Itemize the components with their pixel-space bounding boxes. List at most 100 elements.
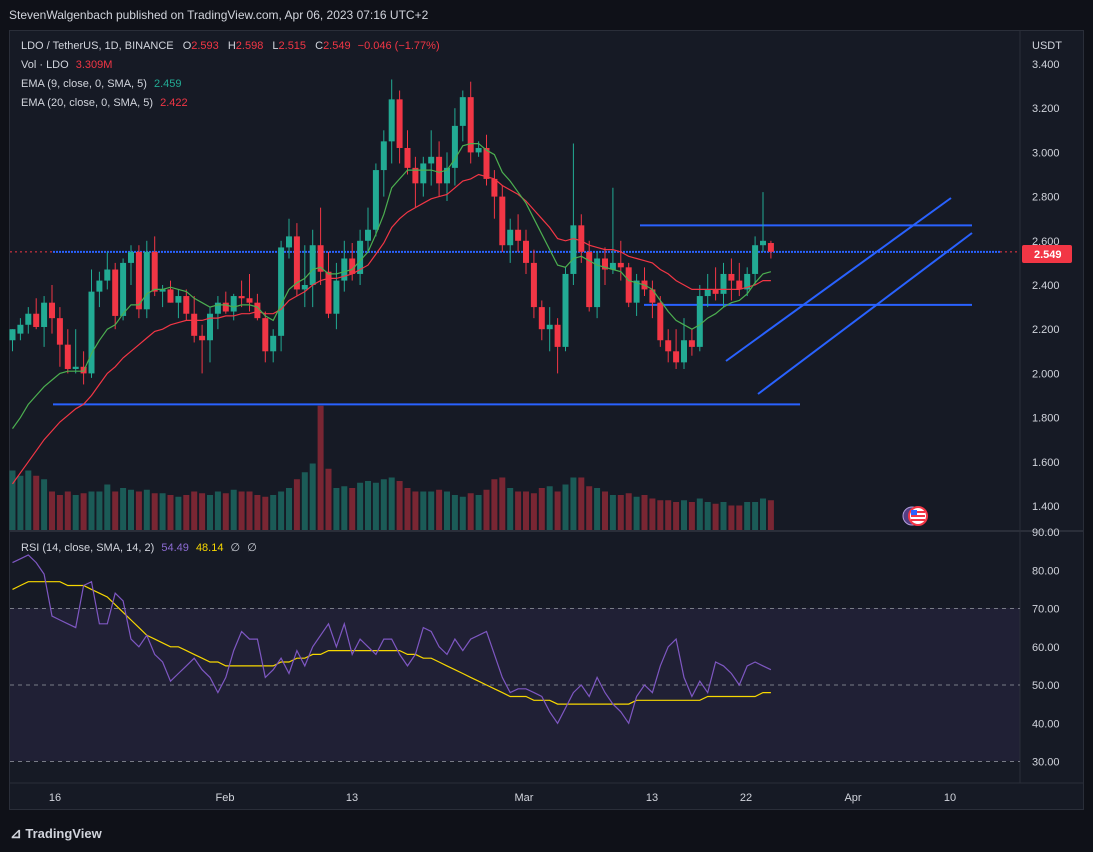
rsi-empty-2: ∅ <box>247 542 257 554</box>
currency-flag-icon[interactable] <box>902 506 928 526</box>
symbol-label[interactable]: LDO / TetherUS, 1D, BINANCE <box>21 40 174 52</box>
candle-body <box>459 97 466 126</box>
volume-bar <box>365 481 371 530</box>
price-tick-label: 2.400 <box>1032 280 1060 292</box>
volume-bar <box>507 488 514 530</box>
candle-body <box>25 313 32 325</box>
candle-body <box>128 251 134 263</box>
legend-row-rsi[interactable]: RSI (14, close, SMA, 14, 2) 54.49 48.14 … <box>21 541 257 554</box>
candle-body <box>412 167 419 184</box>
volume-bar <box>594 488 601 530</box>
tradingview-logo-icon: ⊿ <box>10 825 22 841</box>
volume-bar <box>704 502 711 530</box>
volume-bar <box>230 489 237 530</box>
channel-lower-line <box>757 232 973 395</box>
time-tick-label: 13 <box>346 792 358 804</box>
volume-bar <box>562 484 569 530</box>
candle-body <box>554 324 561 347</box>
volume-bar <box>720 502 727 530</box>
rsi-tick-label: 40.00 <box>1032 718 1060 730</box>
candle-body <box>72 366 79 369</box>
volume-bar <box>530 493 537 530</box>
candle-body <box>56 318 63 345</box>
ema20-label: EMA (20, close, 0, SMA, 5) <box>21 97 154 109</box>
candle-body <box>349 258 356 274</box>
candle-body <box>309 245 316 285</box>
candle-body <box>404 147 411 168</box>
close-key: C <box>315 40 324 52</box>
volume-value: 3.309M <box>75 59 113 71</box>
candle-body <box>530 262 537 308</box>
legend-row-ema9[interactable]: EMA (9, close, 0, SMA, 5) 2.459 <box>21 78 182 90</box>
volume-bar <box>25 470 32 530</box>
currency-label: USDT <box>1032 40 1062 52</box>
volume-bar <box>649 498 656 530</box>
open-value: 2.593 <box>191 40 219 52</box>
candle-body <box>64 344 71 369</box>
candle-body <box>270 335 277 352</box>
volume-bar <box>128 489 134 530</box>
candle-body <box>317 245 324 272</box>
rsi-lines <box>12 554 772 725</box>
volume-bar <box>744 502 751 530</box>
volume-bar <box>167 495 174 530</box>
volume-bar <box>317 405 324 530</box>
volume-bar <box>451 495 458 530</box>
volume-bar <box>602 491 608 530</box>
volume-bar <box>404 488 411 530</box>
price-tick-label: 2.800 <box>1032 192 1060 204</box>
volume-bar <box>688 502 695 530</box>
candle-body <box>151 251 158 292</box>
tradingview-logo[interactable]: ⊿ TradingView <box>10 825 102 842</box>
candle-body <box>341 258 348 281</box>
candle-body <box>293 236 300 290</box>
rsi-value: 54.49 <box>161 542 189 554</box>
candle-body <box>538 307 545 330</box>
candle-body <box>633 280 640 303</box>
volume-bar <box>546 486 553 530</box>
volume-bar <box>641 495 648 530</box>
candle-body <box>135 251 142 310</box>
volume-bar <box>88 491 95 530</box>
candle-body <box>752 245 759 274</box>
chart-frame[interactable] <box>9 30 1084 810</box>
ema9-line <box>12 143 772 429</box>
volume-bar <box>570 477 577 530</box>
volume-bar <box>767 500 774 530</box>
trend-channel <box>725 197 973 395</box>
candle-body <box>657 302 664 341</box>
volume-bar <box>159 493 166 530</box>
candle-body <box>609 262 616 270</box>
volume-bar <box>554 491 561 530</box>
legend-row-volume[interactable]: Vol · LDO 3.309M <box>21 59 112 71</box>
footer-bar <box>0 812 1093 852</box>
volume-bar <box>9 470 16 530</box>
candle-body <box>578 225 585 252</box>
candle-body <box>428 156 435 164</box>
candle-body <box>617 262 624 268</box>
price-tick-label: 1.600 <box>1032 457 1060 469</box>
volume-bar <box>428 491 435 530</box>
volume-bar <box>625 493 632 530</box>
candle-body <box>673 351 680 363</box>
ema9-value: 2.459 <box>154 78 182 90</box>
candle-body <box>143 251 150 310</box>
close-value: 2.549 <box>323 40 351 52</box>
volume-bar <box>609 495 616 530</box>
volume-bar <box>238 491 245 530</box>
volume-bar <box>459 496 466 530</box>
volume-bar <box>207 495 213 530</box>
current-price-tag <box>1022 245 1072 263</box>
volume-bar <box>665 500 672 530</box>
volume-bar <box>483 489 490 530</box>
price-tick-label: 3.400 <box>1032 59 1060 71</box>
time-tick-label: 16 <box>49 792 61 804</box>
legend-row-ema20[interactable]: EMA (20, close, 0, SMA, 5) 2.422 <box>21 97 188 109</box>
publisher-text: StevenWalgenbach published on TradingVie… <box>9 8 429 22</box>
ema20-value: 2.422 <box>160 97 188 109</box>
candle-body <box>507 229 514 246</box>
candle-body <box>262 318 269 352</box>
candle-body <box>112 269 119 316</box>
time-tick-label: Feb <box>216 792 235 804</box>
